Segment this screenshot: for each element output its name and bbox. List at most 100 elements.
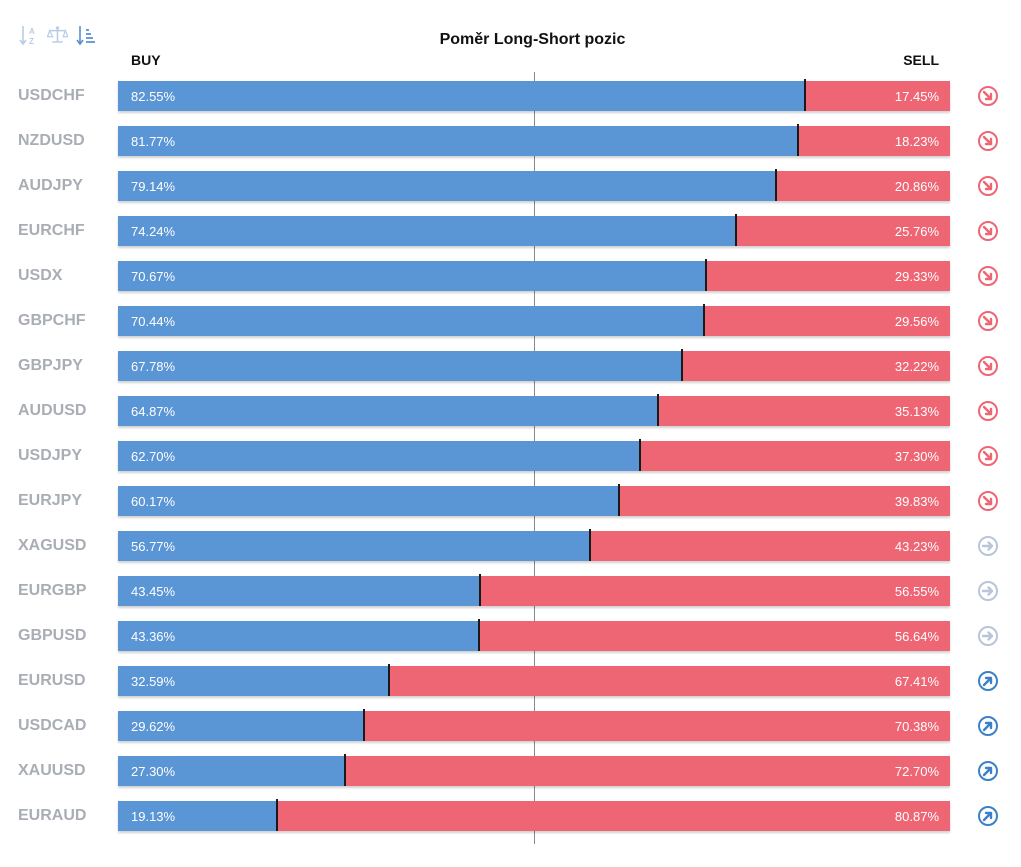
arrow-down-right-icon[interactable] (977, 355, 999, 377)
sell-percent-label: 70.38% (894, 719, 939, 734)
ratio-row[interactable]: GBPCHF 70.44% 29.56% (0, 304, 1021, 337)
ratio-bar: 60.17% 39.83% (118, 484, 950, 516)
ratio-row[interactable]: USDJPY 62.70% 37.30% (0, 439, 1021, 472)
ratio-bar: 27.30% 72.70% (118, 754, 950, 786)
ratio-row[interactable]: XAGUSD 56.77% 43.23% (0, 529, 1021, 562)
sort-alphabetical-button[interactable]: A Z (18, 22, 39, 48)
ratio-row[interactable]: EURAUD 19.13% 80.87% (0, 799, 1021, 832)
symbol-label[interactable]: XAUUSD (18, 762, 86, 779)
symbol-label[interactable]: GBPCHF (18, 312, 86, 329)
buy-bar (118, 801, 277, 831)
symbol-label[interactable]: AUDJPY (18, 177, 83, 194)
sort-descending-icon (76, 26, 95, 46)
ratio-row[interactable]: EURGBP 43.45% 56.55% (0, 574, 1021, 607)
ratio-separator (478, 619, 480, 651)
symbol-label[interactable]: USDX (18, 267, 63, 284)
arrow-down-right-icon[interactable] (977, 265, 999, 287)
ratio-separator (344, 754, 346, 786)
balance-scale-icon (47, 26, 68, 43)
ratio-separator (479, 574, 481, 606)
sell-percent-label: 56.64% (894, 629, 939, 644)
sell-bar (277, 801, 950, 831)
arrow-down-right-icon[interactable] (977, 490, 999, 512)
ratio-row[interactable]: GBPUSD 43.36% 56.64% (0, 619, 1021, 652)
buy-bar (118, 666, 389, 696)
ratio-row[interactable]: NZDUSD 81.77% 18.23% (0, 124, 1021, 157)
ratio-bar: 82.55% 17.45% (118, 79, 950, 111)
sell-bar (389, 666, 950, 696)
ratio-bar: 67.78% 32.22% (118, 349, 950, 381)
buy-bar (118, 486, 619, 516)
ratio-row[interactable]: GBPJPY 67.78% 32.22% (0, 349, 1021, 382)
arrow-down-right-icon[interactable] (977, 400, 999, 422)
sell-bar (682, 351, 950, 381)
buy-bar (118, 576, 480, 606)
symbol-label[interactable]: AUDUSD (18, 402, 87, 419)
arrow-right-icon[interactable] (977, 535, 999, 557)
arrow-down-right-icon[interactable] (977, 85, 999, 107)
arrow-right-icon[interactable] (977, 580, 999, 602)
buy-bar (118, 261, 706, 291)
ratio-row[interactable]: USDX 70.67% 29.33% (0, 259, 1021, 292)
buy-bar (118, 216, 736, 246)
sell-bar (590, 531, 950, 561)
arrow-down-right-icon[interactable] (977, 130, 999, 152)
symbol-label[interactable]: XAGUSD (18, 537, 87, 554)
ratio-separator (775, 169, 777, 201)
symbol-label[interactable]: GBPUSD (18, 627, 87, 644)
sell-percent-label: 29.56% (894, 314, 939, 329)
buy-percent-label: 19.13% (131, 809, 176, 824)
symbol-label[interactable]: EURUSD (18, 672, 86, 689)
ratio-row[interactable]: XAUUSD 27.30% 72.70% (0, 754, 1021, 787)
arrow-down-right-icon[interactable] (977, 175, 999, 197)
ratio-bar: 74.24% 25.76% (118, 214, 950, 246)
arrow-up-right-icon[interactable] (977, 805, 999, 827)
buy-percent-label: 64.87% (131, 404, 176, 419)
symbol-label[interactable]: USDCHF (18, 87, 85, 104)
symbol-label[interactable]: EURAUD (18, 807, 87, 824)
ratio-row[interactable]: EURJPY 60.17% 39.83% (0, 484, 1021, 517)
ratio-row[interactable]: EURCHF 74.24% 25.76% (0, 214, 1021, 247)
sell-bar (704, 306, 950, 336)
arrow-down-right-icon[interactable] (977, 310, 999, 332)
sort-descending-button[interactable] (76, 22, 97, 48)
arrow-up-right-icon[interactable] (977, 760, 999, 782)
symbol-label[interactable]: NZDUSD (18, 132, 85, 149)
arrow-up-right-icon[interactable] (977, 670, 999, 692)
symbol-label[interactable]: USDCAD (18, 717, 87, 734)
buy-percent-label: 60.17% (131, 494, 176, 509)
buy-percent-label: 56.77% (131, 539, 176, 554)
sell-bar (776, 171, 950, 201)
buy-bar (118, 396, 658, 426)
ratio-bar: 43.36% 56.64% (118, 619, 950, 651)
buy-bar (118, 81, 805, 111)
arrow-down-right-icon[interactable] (977, 220, 999, 242)
symbol-label[interactable]: EURGBP (18, 582, 87, 599)
ratio-separator (388, 664, 390, 696)
ratio-row[interactable]: EURUSD 32.59% 67.41% (0, 664, 1021, 697)
sell-percent-label: 20.86% (894, 179, 939, 194)
buy-bar (118, 531, 590, 561)
arrow-right-icon[interactable] (977, 625, 999, 647)
arrow-up-right-icon[interactable] (977, 715, 999, 737)
ratio-row[interactable]: USDCAD 29.62% 70.38% (0, 709, 1021, 742)
symbol-label[interactable]: EURJPY (18, 492, 83, 509)
ratio-row[interactable]: USDCHF 82.55% 17.45% (0, 79, 1021, 112)
ratio-row[interactable]: AUDJPY 79.14% 20.86% (0, 169, 1021, 202)
symbol-label[interactable]: GBPJPY (18, 357, 83, 374)
ratio-separator (804, 79, 806, 111)
buy-percent-label: 32.59% (131, 674, 176, 689)
sell-bar (364, 711, 950, 741)
ratio-separator (589, 529, 591, 561)
buy-header: BUY (131, 52, 161, 68)
buy-percent-label: 62.70% (131, 449, 176, 464)
symbol-label[interactable]: USDJPY (18, 447, 83, 464)
sell-bar (706, 261, 950, 291)
sell-percent-label: 72.70% (894, 764, 939, 779)
arrow-down-right-icon[interactable] (977, 445, 999, 467)
ratio-row[interactable]: AUDUSD 64.87% 35.13% (0, 394, 1021, 427)
ratio-separator (657, 394, 659, 426)
symbol-label[interactable]: EURCHF (18, 222, 85, 239)
ratio-bar: 70.44% 29.56% (118, 304, 950, 336)
balance-sort-button[interactable] (47, 22, 68, 48)
